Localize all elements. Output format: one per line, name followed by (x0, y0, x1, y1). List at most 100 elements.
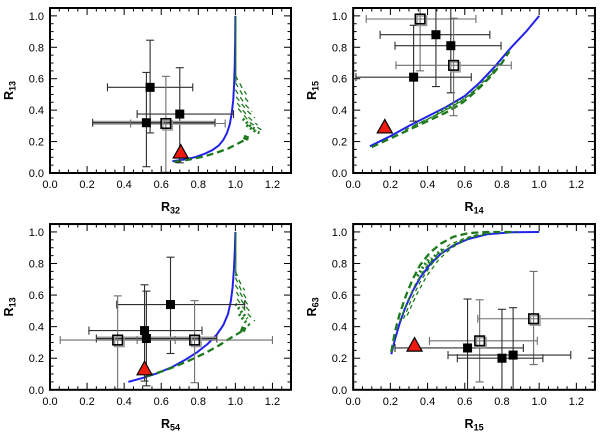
y-axis-label: R13 (2, 297, 17, 316)
y-tick-label: 1.0 (29, 227, 44, 239)
x-tick-label: 0.6 (154, 396, 169, 408)
open-square-marker (474, 335, 486, 347)
y-tick-label: 0.4 (332, 322, 347, 334)
y-tick-label: 0.8 (332, 259, 347, 271)
chart-bottom-right: 0.0 0.2 0.4 0.6 0.8 1.0 1.2 0.0 0.2 0.4 0.6 0.8 1.0 R… (305, 223, 596, 433)
y-axis-label: R15 (305, 81, 321, 100)
x-tick-label: 0.8 (494, 396, 509, 408)
x-tick-label: 1.2 (265, 179, 280, 191)
x-tick-label: 0.4 (117, 179, 132, 191)
x-tick-label: 0.6 (457, 396, 472, 408)
curve-green-fan-2 (234, 277, 248, 300)
filled-square-marker (497, 353, 507, 363)
curve-green-arrow-blob (240, 326, 247, 333)
model-curves (128, 231, 256, 383)
x-tick-label: 0.2 (79, 179, 94, 191)
open-square-shadow-marker (113, 336, 125, 348)
tick-labels: 0.0 0.2 0.4 0.6 0.8 1.0 1.2 0.0 0.2 0.4 0.6 0.8 1.0 (332, 227, 584, 408)
axes (49, 7, 292, 174)
y-tick-label: 0.8 (29, 42, 44, 54)
x-tick-label: 0.8 (494, 179, 509, 191)
open-square-shadow-marker (529, 315, 541, 326)
chart-top-right: 0.0 0.2 0.4 0.6 0.8 1.0 1.2 0.0 0.2 0.4 0.6 0.8 1.0 R… (305, 7, 596, 215)
filled-square-marker (431, 30, 441, 40)
x-tick-label: 0.6 (154, 179, 169, 191)
x-tick-label: 1.2 (569, 179, 584, 191)
plot-frame (49, 7, 292, 174)
curve-green-fan-5 (236, 102, 259, 126)
x-tick-label: 1.2 (569, 396, 584, 408)
error-bars (355, 8, 512, 122)
x-tick-label: 0.0 (345, 396, 360, 408)
tick-labels: 0.0 0.2 0.4 0.6 0.8 1.0 1.2 0.0 0.2 0.4 0.6 0.8 1.0 (29, 11, 280, 191)
y-tick-label: 1.0 (332, 11, 347, 23)
y-tick-label: 1.0 (332, 227, 347, 239)
curve-green-fan-4 (235, 96, 256, 119)
model-curves (390, 230, 540, 355)
open-square-marker (160, 117, 172, 130)
red-triangle-marker (136, 359, 154, 376)
filled-square-marker (145, 82, 155, 92)
y-axis-label: R63 (305, 297, 320, 316)
plot-frame (352, 223, 596, 391)
y-tick-label: 0.2 (29, 137, 44, 149)
curve-green-model-thick (390, 230, 517, 353)
open-square-shadow-marker (475, 337, 487, 349)
curve-green-hatch-1 (436, 98, 462, 115)
x-tick-label: 0.6 (457, 179, 472, 191)
curve-green-fan-1 (234, 75, 248, 95)
x-tick-label: 0.8 (191, 179, 206, 191)
y-tick-label: 1.0 (29, 11, 44, 23)
x-axis-label: R54 (161, 417, 180, 433)
open-square-shadow-marker (190, 336, 202, 348)
x-tick-label: 1.0 (228, 179, 243, 191)
curve-blue-model (390, 230, 540, 355)
y-tick-label: 0.0 (29, 385, 44, 397)
y-tick-label: 0.6 (29, 290, 44, 302)
data-markers (141, 82, 190, 159)
curve-green-fan-2 (234, 82, 250, 104)
model-curves (369, 15, 540, 149)
curve-green-model-thick (146, 328, 245, 378)
red-triangle-marker (405, 336, 424, 352)
data-markers (376, 13, 461, 134)
x-tick-label: 0.4 (117, 396, 132, 408)
chart-bottom-left: 0.0 0.2 0.4 0.6 0.8 1.0 1.2 0.0 0.2 0.4 0.6 0.8 1.0 R… (2, 223, 292, 433)
open-square-shadow-marker (416, 15, 428, 27)
curve-green-hatch-2 (245, 123, 261, 135)
x-tick-label: 1.0 (228, 396, 243, 408)
x-axis-label: R15 (465, 417, 484, 433)
data-markers (112, 300, 202, 376)
filled-square-marker (141, 333, 151, 344)
axes (352, 223, 596, 391)
curve-green-fan-3 (234, 89, 253, 113)
y-tick-label: 0.2 (332, 137, 347, 149)
open-square-marker (189, 334, 201, 346)
y-tick-label: 0.6 (29, 74, 44, 86)
curve-green-hatch-1 (416, 256, 432, 277)
filled-square-marker (446, 41, 456, 51)
curve-green-fan-6 (237, 108, 262, 131)
tick-labels: 0.0 0.2 0.4 0.6 0.8 1.0 1.2 0.0 0.2 0.4 0.6 0.8 1.0 (332, 11, 584, 191)
y-tick-label: 0.2 (332, 353, 347, 365)
open-square-shadow-marker (162, 119, 174, 131)
x-tick-label: 0.0 (346, 179, 361, 191)
model-curves (172, 15, 262, 164)
open-square-marker (448, 59, 460, 71)
open-square-marker (528, 313, 540, 325)
chart-top-left: 0.0 0.2 0.4 0.6 0.8 1.0 1.2 0.0 0.2 0.4 0.6 0.8 1.0 R… (2, 7, 292, 216)
open-square-shadow-marker (449, 61, 461, 73)
curve-green-fan-2 (402, 233, 479, 320)
y-tick-label: 0.0 (332, 168, 347, 180)
tick-labels: 0.0 0.2 0.4 0.6 0.8 1.0 1.2 0.0 0.2 0.4 0.6 0.8 1.0 (29, 227, 280, 408)
error-bars (394, 270, 595, 390)
y-tick-label: 0.0 (332, 385, 347, 397)
open-square-marker (414, 13, 426, 25)
curve-green-hatch-2 (427, 246, 446, 265)
filled-square-marker (508, 350, 518, 360)
y-tick-label: 0.4 (332, 105, 347, 117)
x-tick-label: 0.4 (420, 396, 435, 408)
open-square-marker (112, 334, 124, 346)
filled-square-marker (175, 109, 185, 119)
x-tick-label: 0.2 (79, 396, 94, 408)
